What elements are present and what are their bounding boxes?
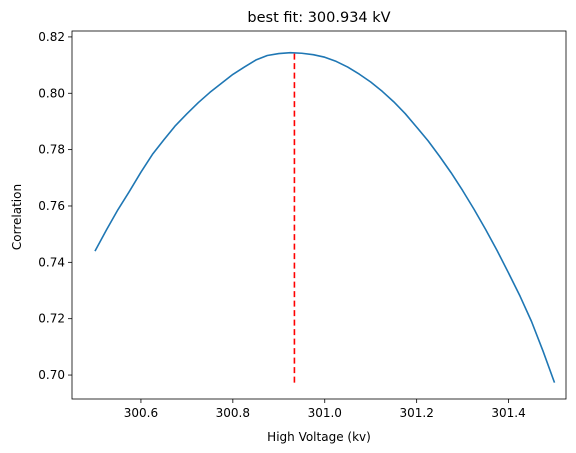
plot-area: 300.6 300.8 301.0 301.2 301.4 0.70 0.72 0.74 0.7…	[38, 30, 567, 420]
y-tick-label: 0.82	[38, 30, 65, 44]
x-tick-label: 301.2	[399, 406, 433, 420]
x-tick-label: 300.8	[216, 406, 250, 420]
x-axis-label: High Voltage (kv)	[267, 430, 371, 444]
y-tick-label: 0.80	[38, 86, 65, 100]
series-line-0	[94, 51, 556, 383]
y-tick-label: 0.78	[38, 143, 65, 157]
y-tick-label: 0.70	[38, 368, 65, 382]
y-axis-label: Correlation	[10, 184, 24, 250]
x-tick-label: 301.0	[308, 406, 342, 420]
x-tick-label: 300.6	[124, 406, 158, 420]
y-tick-label: 0.76	[38, 199, 65, 213]
y-tick-label: 0.74	[38, 255, 65, 269]
y-tick-label: 0.72	[38, 312, 65, 326]
x-tick-label: 301.4	[491, 406, 525, 420]
axes-frame	[71, 30, 567, 400]
chart-title: best fit: 300.934 kV	[247, 10, 390, 26]
